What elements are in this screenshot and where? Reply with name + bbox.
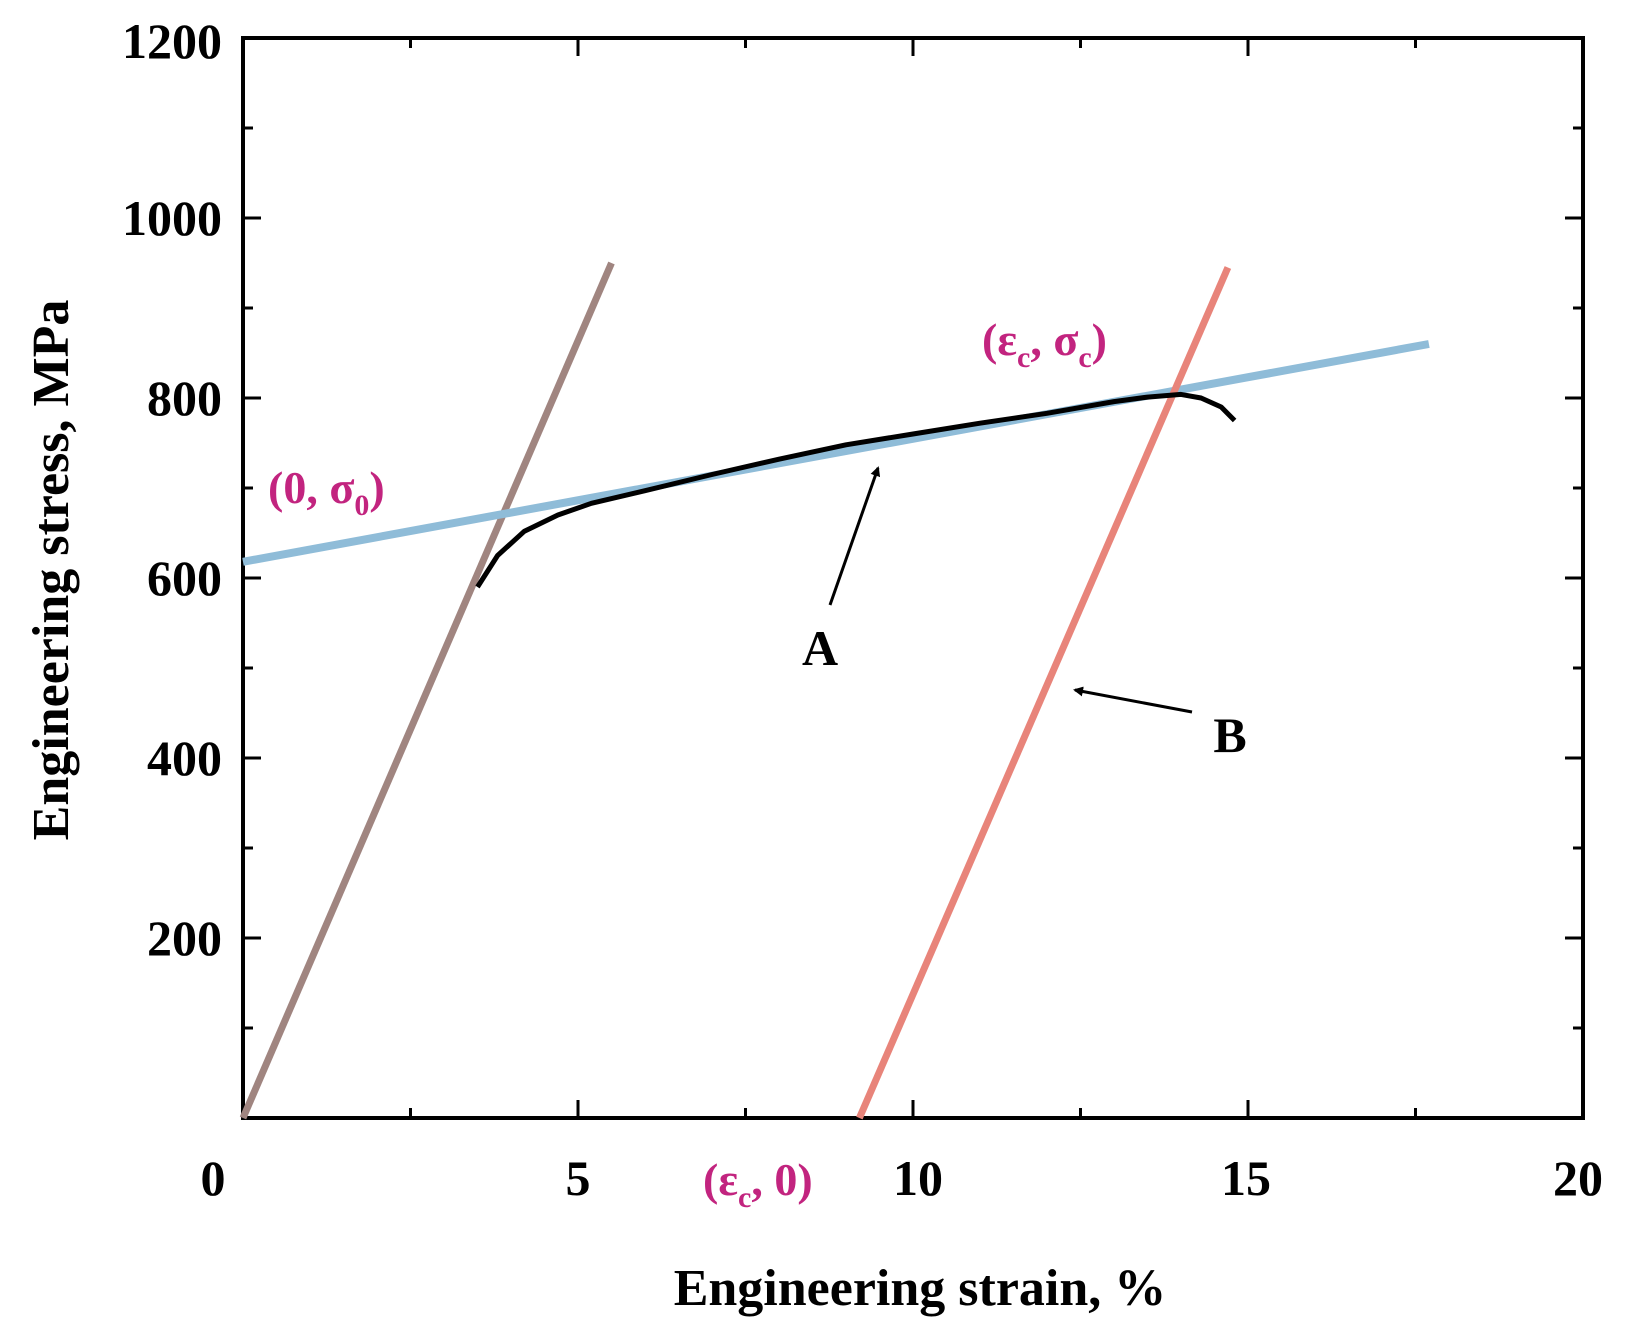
annotation-point-c-sub: c (1017, 341, 1030, 374)
annotation-point-0-prefix: (0, σ (268, 462, 354, 513)
series-unloading-line-b (856, 266, 1232, 1120)
annotation-point-0-sub: 0 (354, 489, 369, 522)
x-tick-label-20: 20 (1553, 1150, 1603, 1206)
series-layer (239, 261, 1430, 1120)
axis-ticks (241, 36, 1585, 1120)
y-tick-label-200: 200 (147, 910, 222, 966)
y-tick-label-1200: 1200 (122, 13, 222, 69)
annotation-point-e: (εc, 0) (703, 1154, 813, 1214)
x-tick-label-0: 0 (201, 1150, 226, 1206)
x-axis-title: Engineering strain, % (674, 1260, 1167, 1317)
annotation-point-c-suffix: ) (1092, 314, 1107, 365)
x-tick-label-10: 10 (893, 1150, 943, 1206)
annotation-point-c-mid: , σ (1030, 314, 1078, 365)
series-linear-hardening-fit (242, 340, 1430, 566)
series-stress-strain-curve-a (475, 391, 1237, 589)
y-tick-labels: 200 400 600 800 1000 1200 (122, 13, 222, 966)
arrow-b (1073, 686, 1193, 714)
arrow-a (828, 466, 881, 606)
y-tick-label-800: 800 (147, 370, 222, 426)
annotation-point-c-sub2: c (1078, 341, 1091, 374)
annotation-point-e-sub: c (738, 1181, 751, 1214)
y-tick-label-600: 600 (147, 550, 222, 606)
label-a: A (802, 620, 838, 676)
x-tick-label-5: 5 (566, 1150, 591, 1206)
annotation-point-0: (0, σ0) (268, 462, 385, 522)
series-elastic-loading-line (239, 261, 615, 1120)
annotation-point-e-suffix: , 0) (751, 1154, 812, 1205)
y-axis-title: Engineering stress, MPa (23, 300, 80, 841)
plot-frame (241, 36, 1585, 1120)
y-tick-label-400: 400 (147, 730, 222, 786)
annotation-point-0-suffix: ) (369, 462, 384, 513)
y-tick-label-1000: 1000 (122, 190, 222, 246)
label-b: B (1213, 707, 1246, 763)
annotation-point-e-prefix: (ε (703, 1154, 738, 1205)
annotation-point-c: (εc, σc) (982, 314, 1107, 374)
x-tick-label-15: 15 (1221, 1150, 1271, 1206)
x-tick-labels: 0 5 10 15 20 (201, 1150, 1604, 1206)
annotation-point-c-prefix: (ε (982, 314, 1017, 365)
